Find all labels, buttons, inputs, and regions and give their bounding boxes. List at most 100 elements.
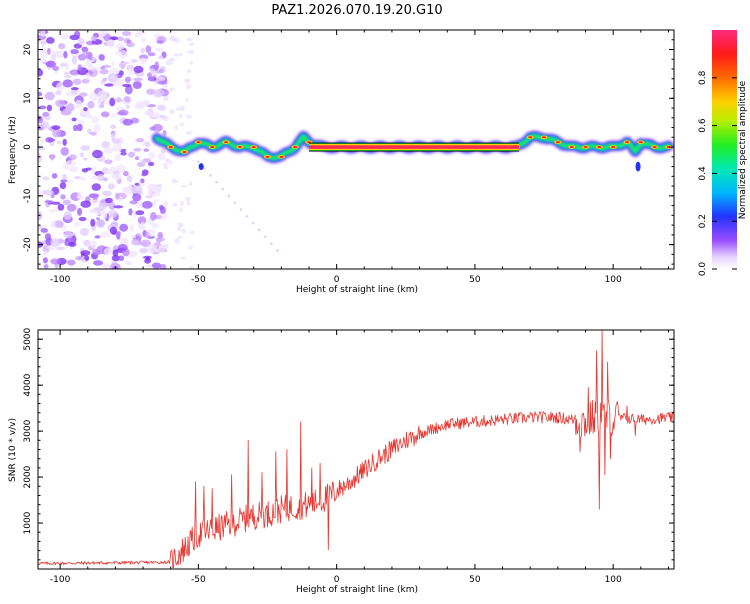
noise-speckle	[147, 52, 156, 57]
noise-speckle	[40, 40, 47, 45]
noise-speckle	[145, 195, 153, 199]
noise-speckle	[119, 223, 129, 232]
noise-speckle	[145, 45, 152, 54]
noise-speckle	[126, 42, 135, 48]
noise-speckle	[89, 92, 99, 102]
noise-speckle	[111, 254, 120, 262]
noise-speckle	[89, 131, 98, 136]
spectrogram-x-tick-label: -100	[50, 275, 71, 285]
noise-speckle	[132, 193, 142, 202]
noise-speckle-faint	[185, 196, 191, 202]
noise-speckle	[102, 190, 112, 197]
noise-speckle	[80, 145, 91, 151]
noise-speckle	[124, 260, 133, 266]
noise-speckle	[68, 241, 77, 247]
noise-speckle	[64, 75, 72, 79]
noise-speckle	[150, 112, 161, 119]
noise-speckle-faint	[186, 69, 192, 74]
noise-speckle	[107, 210, 118, 218]
noise-speckle	[98, 54, 105, 61]
noise-speckle	[89, 208, 97, 213]
colorbar-label: Normalized spectral amplitude	[738, 80, 748, 219]
noise-speckle	[38, 225, 44, 229]
spectrogram-ridge	[150, 130, 674, 172]
noise-speckle	[50, 154, 55, 161]
ridge-peak-core	[293, 146, 298, 149]
noise-speckle	[60, 62, 67, 67]
noise-speckle	[46, 104, 53, 112]
noise-speckle-trail	[197, 160, 200, 163]
noise-speckle	[145, 256, 151, 261]
noise-speckle	[102, 210, 108, 219]
noise-speckle	[109, 226, 117, 235]
noise-speckle	[100, 111, 110, 118]
noise-speckle	[52, 65, 60, 71]
noise-speckle	[105, 197, 113, 204]
noise-speckle-trail	[257, 228, 261, 232]
noise-speckle-faint	[188, 42, 195, 47]
noise-speckle-faint	[168, 108, 175, 115]
ridge-peak-core	[638, 141, 643, 144]
noise-speckle-faint	[188, 265, 195, 269]
noise-speckle	[115, 78, 124, 87]
noise-speckle	[129, 223, 134, 232]
ridge-blob	[635, 161, 641, 172]
noise-speckle	[38, 105, 47, 110]
noise-speckle	[60, 110, 72, 116]
noise-speckle	[121, 31, 132, 37]
noise-speckle-faint	[172, 202, 178, 208]
noise-speckle	[77, 191, 82, 199]
noise-speckle	[125, 104, 130, 109]
noise-speckle	[60, 147, 69, 156]
noise-speckle	[38, 68, 44, 77]
colorbar-tick-label: 0.8	[698, 70, 708, 85]
noise-speckle	[66, 179, 74, 184]
noise-speckle	[81, 78, 90, 84]
noise-speckle	[153, 88, 165, 97]
noise-speckle	[66, 203, 77, 212]
noise-speckle	[84, 59, 93, 68]
noise-speckle	[143, 148, 150, 152]
noise-speckle-trail	[209, 174, 212, 177]
noise-speckle	[90, 240, 97, 249]
noise-speckle	[71, 55, 78, 65]
noise-speckle	[134, 33, 141, 38]
noise-speckle	[102, 262, 109, 269]
noise-speckle	[70, 49, 79, 55]
noise-speckle	[70, 87, 79, 91]
spectrogram-y-axis: -20 -10 0 10 20	[23, 29, 674, 265]
noise-speckle	[155, 47, 164, 52]
ridge-peak-core	[583, 146, 588, 149]
spectrogram-x-label: Height of straight line (km)	[296, 285, 418, 295]
noise-speckle	[42, 111, 50, 118]
noise-speckle-trail	[215, 180, 218, 184]
noise-speckle	[46, 47, 51, 55]
noise-speckle	[74, 175, 82, 180]
noise-speckle-faint	[188, 230, 196, 234]
noise-speckle-faint	[171, 178, 177, 184]
noise-speckle	[66, 103, 75, 112]
snr-x-tick-label: 50	[469, 575, 481, 585]
ridge-peak-core	[624, 141, 629, 144]
noise-speckle	[104, 83, 114, 87]
ridge-peak-core	[196, 141, 201, 144]
noise-speckle-faint	[179, 206, 183, 213]
noise-speckle	[112, 143, 123, 153]
noise-speckle	[124, 85, 133, 95]
noise-speckle	[155, 70, 163, 74]
noise-speckle	[99, 231, 111, 238]
noise-speckle-faint	[162, 243, 170, 247]
spectrogram-frame	[37, 29, 675, 270]
noise-speckle-trail	[233, 201, 237, 204]
noise-speckle	[74, 30, 81, 39]
spectrogram-y-tick-label: 0	[23, 144, 33, 150]
noise-speckle-faint	[174, 52, 179, 57]
noise-speckle	[129, 250, 138, 258]
noise-speckle	[74, 99, 83, 109]
noise-speckle	[90, 116, 99, 124]
spectrogram-y-label: Frequency (Hz)	[8, 116, 18, 184]
noise-speckle	[122, 170, 129, 177]
noise-speckle	[134, 156, 140, 161]
noise-speckle	[107, 183, 115, 190]
